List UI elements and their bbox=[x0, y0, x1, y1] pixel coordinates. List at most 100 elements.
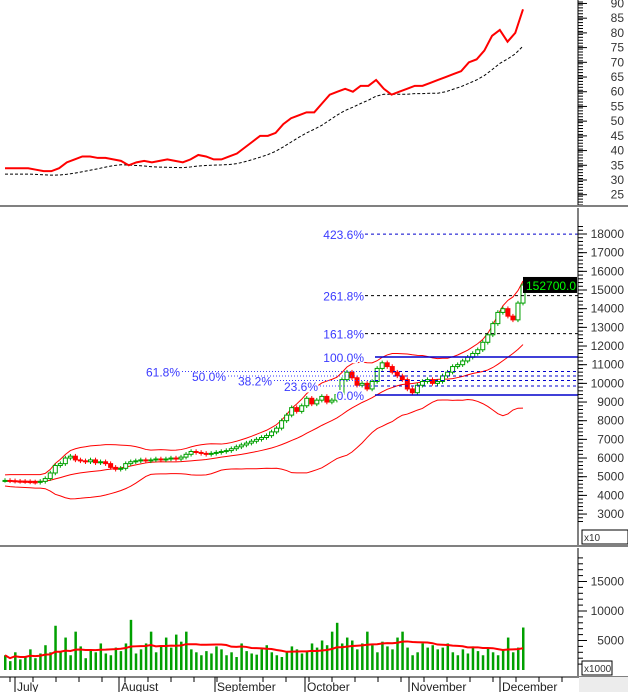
volume-bar bbox=[255, 654, 258, 670]
candle-body bbox=[289, 407, 295, 416]
candle-body bbox=[475, 349, 481, 354]
volume-bar bbox=[446, 643, 450, 670]
upper-band bbox=[4, 280, 524, 476]
y-tick-label: 55 bbox=[611, 99, 625, 113]
candle-body bbox=[389, 366, 395, 373]
volume-bar bbox=[29, 649, 32, 670]
candle-body bbox=[228, 448, 234, 452]
volume-bar bbox=[84, 658, 87, 670]
month-label: July bbox=[17, 680, 38, 692]
axis-corner bbox=[579, 677, 628, 692]
candle-body bbox=[108, 463, 114, 468]
volume-bar bbox=[94, 652, 98, 670]
candle-body bbox=[314, 399, 320, 405]
candle-body bbox=[138, 459, 144, 462]
volume-bar bbox=[285, 652, 289, 670]
price-panel: 3000 4000 5000 6000 7000 8000 9000 10000 11000 12… bbox=[2, 226, 628, 545]
candle-body bbox=[490, 323, 496, 336]
candle-body bbox=[485, 334, 491, 343]
volume-bar bbox=[109, 655, 113, 670]
volume-bar bbox=[315, 647, 319, 670]
fibonacci-label: 423.6% bbox=[323, 228, 364, 242]
candle-body bbox=[178, 456, 184, 460]
volume-bar bbox=[19, 659, 22, 670]
candle-body bbox=[198, 451, 204, 454]
volume-bar bbox=[89, 649, 92, 670]
volume-bar bbox=[159, 645, 163, 670]
volume-bar bbox=[225, 655, 228, 670]
candle-body bbox=[7, 479, 13, 482]
candle-body bbox=[238, 444, 244, 448]
scale-box bbox=[581, 529, 628, 545]
candle-body bbox=[113, 466, 119, 470]
candle-body bbox=[354, 377, 360, 386]
volume-bar bbox=[516, 647, 520, 670]
volume-bar bbox=[356, 649, 359, 670]
candle-body bbox=[299, 405, 305, 412]
candle-body bbox=[82, 460, 88, 463]
volume-bar bbox=[79, 646, 82, 670]
volume-bar bbox=[185, 631, 188, 670]
candle-body bbox=[22, 480, 28, 483]
volume-bar bbox=[270, 652, 274, 670]
candle-body bbox=[269, 431, 275, 437]
candle-body bbox=[384, 362, 390, 368]
candle-body bbox=[274, 427, 280, 433]
moving-average-line bbox=[5, 45, 524, 176]
candle-body bbox=[128, 461, 134, 465]
volume-bar bbox=[421, 643, 424, 670]
volume-bar bbox=[240, 643, 243, 670]
volume-bar bbox=[260, 649, 263, 670]
volume-bar bbox=[361, 643, 364, 670]
candle-body bbox=[12, 480, 18, 483]
middle-band bbox=[4, 344, 524, 482]
candle-body bbox=[87, 459, 93, 463]
candle-body bbox=[369, 380, 375, 390]
candle-body bbox=[264, 435, 270, 439]
volume-bar bbox=[164, 637, 168, 670]
candle-body bbox=[429, 379, 435, 384]
month-label: September bbox=[217, 680, 276, 692]
volume-bar bbox=[205, 651, 208, 670]
volume-bar bbox=[416, 652, 419, 670]
volume-bar bbox=[376, 652, 379, 670]
volume-bar bbox=[275, 655, 279, 670]
candle-body bbox=[193, 451, 199, 454]
volume-bar bbox=[134, 653, 138, 670]
y-tick-label: 65 bbox=[611, 70, 625, 84]
candle-body bbox=[163, 458, 169, 461]
volume-bar bbox=[74, 631, 77, 670]
candle-body bbox=[248, 440, 254, 444]
volume-bar bbox=[24, 657, 27, 670]
candle-body bbox=[223, 450, 229, 453]
y-tick-label: 25 bbox=[611, 188, 625, 202]
candle-body bbox=[57, 463, 63, 467]
y-tick-label: 3000 bbox=[597, 507, 624, 521]
volume-bar bbox=[401, 631, 404, 670]
last-price-box bbox=[523, 276, 577, 293]
candle-body bbox=[52, 465, 58, 474]
volume-bar bbox=[59, 651, 62, 670]
y-tick-label: 60 bbox=[611, 85, 625, 99]
fibonacci-label: 38.2% bbox=[238, 375, 272, 389]
candle-body bbox=[188, 451, 194, 455]
fibonacci-label: 261.8% bbox=[323, 290, 364, 304]
y-tick-label: 5000 bbox=[597, 634, 624, 648]
volume-bar bbox=[149, 631, 153, 670]
candle-body bbox=[258, 437, 264, 440]
candle-body bbox=[324, 395, 330, 403]
candle-body bbox=[374, 367, 380, 382]
candle-body bbox=[450, 366, 456, 373]
y-tick-label: 70 bbox=[611, 55, 625, 69]
candle-body bbox=[173, 457, 179, 460]
volume-bar bbox=[471, 646, 475, 670]
candle-body bbox=[419, 380, 425, 386]
volume-bar bbox=[351, 640, 354, 670]
volume-bar bbox=[411, 655, 414, 670]
volume-bar bbox=[230, 652, 233, 670]
candle-body bbox=[334, 394, 340, 401]
volume-bar bbox=[129, 619, 133, 670]
candle-body bbox=[213, 451, 219, 454]
volume-bar bbox=[436, 649, 440, 670]
